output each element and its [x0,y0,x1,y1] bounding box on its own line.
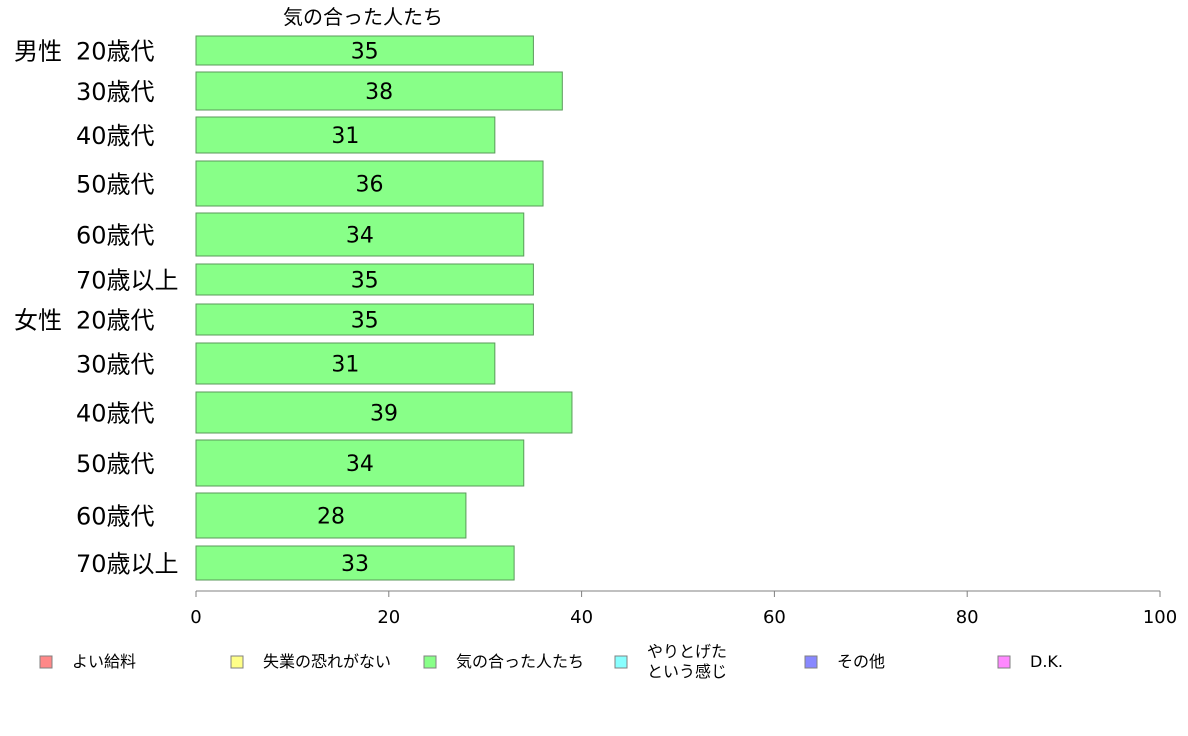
data-label: 31 [331,353,359,378]
x-tick-label: 80 [956,607,979,628]
row-label: 50歳代 [76,450,155,478]
row-label: 70歳以上 [76,550,179,578]
legend-label: という感じ [647,662,727,681]
bar [195,263,534,296]
bar [195,391,573,434]
legend-label: 気の合った人たち [456,652,584,671]
legend-swatch [39,655,53,669]
row-label: 30歳代 [76,351,155,379]
data-label: 35 [351,309,379,334]
data-label: 34 [346,224,374,249]
legend-swatch [614,655,628,669]
data-label: 35 [351,269,379,294]
row-label: 20歳代 [76,38,155,66]
data-label: 38 [365,80,393,105]
legend-swatch [997,655,1011,669]
bar [195,212,525,257]
data-label: 31 [331,124,359,149]
legend-swatch [230,655,244,669]
bar [195,160,544,207]
row-label: 30歳代 [76,78,155,106]
legend-label: その他 [837,652,885,671]
bars: 3520歳代男性3830歳代3140歳代3650歳代3460歳代3570歳以上3… [14,35,573,581]
data-label: 35 [351,40,379,65]
x-tick-label: 100 [1143,607,1177,628]
data-label: 36 [356,173,384,198]
chart-title: 気の合った人たち [283,5,443,29]
row-label: 40歳代 [76,400,155,428]
data-label: 34 [346,452,374,477]
data-label: 28 [317,505,345,530]
x-tick-label: 60 [763,607,786,628]
legend-label: D.K. [1030,652,1063,671]
group-label: 女性 [14,307,62,335]
data-label: 33 [341,552,369,577]
row-label: 60歳代 [76,222,155,250]
bar [195,71,563,111]
bar [195,303,534,336]
bar [195,342,496,385]
bar [195,545,515,581]
legend-label: よい給料 [72,652,136,671]
bar [195,116,496,154]
x-axis: 0 20 40 60 80 100 [190,590,1177,628]
row-label: 60歳代 [76,503,155,531]
x-tick-label: 20 [377,607,400,628]
group-label: 男性 [14,38,62,66]
legend-swatch [423,655,437,669]
x-tick-label: 0 [190,607,201,628]
data-label: 39 [370,402,398,427]
row-label: 20歳代 [76,307,155,335]
x-tick-label: 40 [570,607,593,628]
row-label: 70歳以上 [76,267,179,295]
bar [195,35,534,66]
row-label: 50歳代 [76,171,155,199]
row-label: 40歳代 [76,122,155,150]
bar [195,439,525,487]
bar [195,492,467,539]
legend-swatch [804,655,818,669]
legend-label: やりとげた [647,642,727,661]
legend-label: 失業の恐れがない [263,652,391,671]
